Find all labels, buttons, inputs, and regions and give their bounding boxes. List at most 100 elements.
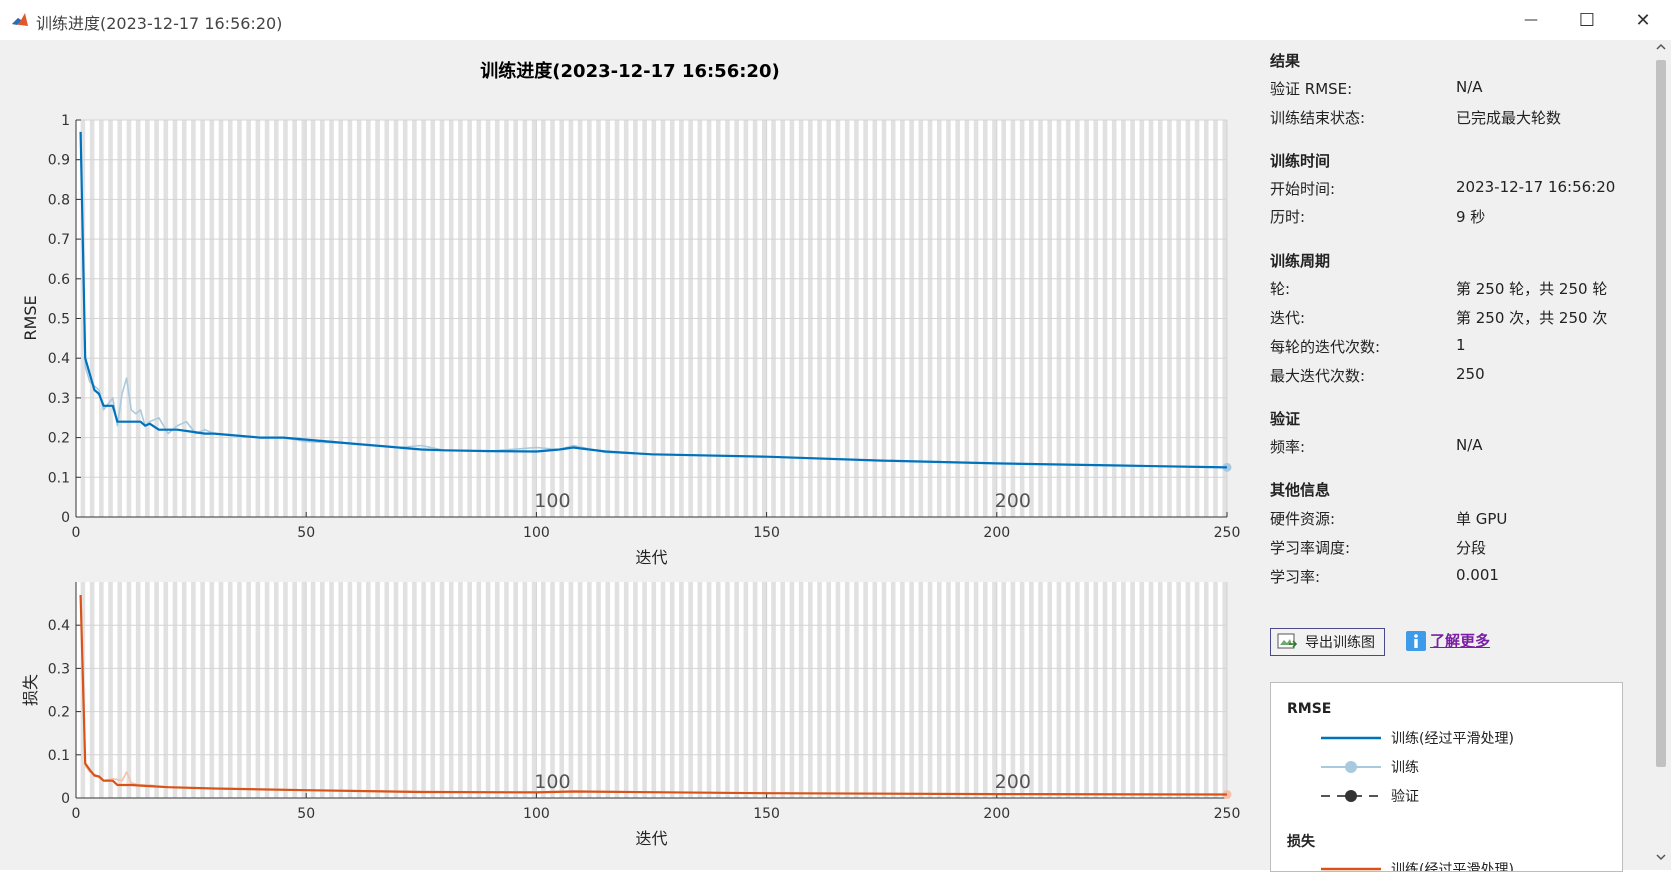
start-time-value: 2023-12-17 16:56:20 xyxy=(1456,178,1616,196)
x-tick-label: 200 xyxy=(983,806,1010,822)
epoch-stripe xyxy=(1047,582,1053,798)
epoch-stripe xyxy=(135,582,141,798)
series-line-smoothed xyxy=(79,594,1228,796)
epoch-stripe xyxy=(338,582,344,798)
x-tick-label: 200 xyxy=(983,525,1010,541)
epoch-stripe xyxy=(890,582,896,798)
time-heading: 训练时间 xyxy=(1270,152,1331,170)
epoch-stripe xyxy=(1194,582,1200,798)
legend-loss-smoothed-label: 训练(经过平滑处理) xyxy=(1391,862,1514,872)
epoch-stripe xyxy=(292,582,297,798)
epoch-stripe xyxy=(375,582,380,798)
elapsed-label: 历时: xyxy=(1270,208,1306,226)
epoch-stripe xyxy=(181,582,187,798)
epoch-stripe xyxy=(964,582,970,798)
epoch-stripe xyxy=(89,582,95,798)
minimize-button[interactable]: — xyxy=(1503,0,1559,40)
results-heading: 结果 xyxy=(1270,52,1301,70)
close-button[interactable]: ✕ xyxy=(1615,0,1671,40)
epoch-stripe xyxy=(651,582,657,798)
maximize-button[interactable]: ☐ xyxy=(1559,0,1615,40)
y-tick-label: 0.4 xyxy=(48,618,70,634)
epoch-stripe xyxy=(1010,582,1016,798)
epoch-stripe xyxy=(798,582,804,798)
epoch-stripe xyxy=(973,582,979,798)
series-line-smoothed xyxy=(79,131,1228,469)
epoch-label: 轮: xyxy=(1270,280,1291,298)
export-plot-label: 导出训练图 xyxy=(1305,635,1375,651)
x-axis-label: 迭代 xyxy=(635,548,667,567)
epoch-stripe xyxy=(393,582,399,798)
x-tick-label: 50 xyxy=(297,806,315,822)
epoch-stripe xyxy=(1102,582,1108,798)
y-tick-label: 0.1 xyxy=(48,748,70,764)
epoch-stripe xyxy=(310,582,316,798)
epoch-stripe xyxy=(522,582,528,798)
epoch-stripe xyxy=(1130,582,1135,798)
iteration-label: 迭代: xyxy=(1270,309,1306,327)
epoch-stripe xyxy=(421,582,426,798)
y-tick-label: 0.7 xyxy=(48,232,70,248)
legend-training-line-icon xyxy=(1321,761,1381,773)
y-tick-label: 0.3 xyxy=(48,391,70,407)
epoch-stripe xyxy=(200,582,205,798)
learn-more-text: 了解更多 xyxy=(1430,632,1491,650)
legend-validation-line-icon xyxy=(1321,790,1381,802)
export-image-icon xyxy=(1277,633,1297,649)
scroll-down-arrow-icon[interactable] xyxy=(1651,852,1671,866)
main-content: 训练进度(2023-12-17 16:56:20) 0 0.1 0.2 0.3 0.4 0… xyxy=(0,40,1671,872)
epoch-stripe xyxy=(780,582,786,798)
epoch-stripe xyxy=(1111,582,1117,798)
epoch-stripe xyxy=(108,582,113,798)
scroll-up-arrow-icon[interactable] xyxy=(1651,42,1671,56)
epoch-stripe xyxy=(992,582,997,798)
epoch-stripe xyxy=(273,582,279,798)
epoch-stripe xyxy=(1167,582,1172,798)
lr-schedule-label: 学习率调度: xyxy=(1270,539,1351,557)
scrollbar-thumb[interactable] xyxy=(1656,60,1666,767)
epoch-stripe xyxy=(458,582,463,798)
x-tick-label: 0 xyxy=(72,525,81,541)
epoch-stripe xyxy=(936,582,942,798)
epoch-stripe xyxy=(623,582,629,798)
close-icon: ✕ xyxy=(1635,9,1651,31)
epoch-stripe xyxy=(872,582,878,798)
epoch-stripe xyxy=(1056,582,1062,798)
legend-training-label: 训练 xyxy=(1391,760,1419,776)
epoch-annotation: 100 xyxy=(534,490,570,512)
epoch-stripe xyxy=(1185,582,1191,798)
vertical-scrollbar[interactable] xyxy=(1651,40,1671,870)
elapsed-value: 9 秒 xyxy=(1456,208,1486,226)
x-tick-label: 150 xyxy=(753,525,780,541)
matlab-logo-icon xyxy=(10,10,30,30)
y-tick-label: 0.2 xyxy=(48,431,70,447)
epoch-stripe xyxy=(771,582,776,798)
epoch-stripe xyxy=(412,582,417,798)
epoch-stripe xyxy=(439,582,445,798)
epoch-stripe xyxy=(955,582,960,798)
epoch-stripe xyxy=(660,582,666,798)
epoch-stripe xyxy=(697,582,703,798)
x-axis-label: 迭代 xyxy=(635,829,667,848)
epoch-stripe xyxy=(559,582,565,798)
max-iters-value: 250 xyxy=(1456,365,1485,383)
epoch-stripe xyxy=(448,582,454,798)
epoch-stripe xyxy=(246,582,251,798)
learn-more-link[interactable]: 了解更多 xyxy=(1406,630,1490,651)
y-tick-label: 0 xyxy=(61,510,70,526)
export-plot-button[interactable]: 导出训练图 xyxy=(1270,628,1385,656)
epoch-stripe xyxy=(1075,582,1080,798)
legend-smoothed-line-icon xyxy=(1321,736,1381,740)
y-tick-label: 0.8 xyxy=(48,192,70,208)
epoch-stripe xyxy=(863,582,868,798)
iteration-value: 第 250 次，共 250 次 xyxy=(1456,309,1608,327)
x-tick-label: 100 xyxy=(523,806,550,822)
epoch-stripe xyxy=(679,582,684,798)
epoch-stripe xyxy=(531,582,537,798)
epoch-stripe xyxy=(669,582,675,798)
epoch-stripe xyxy=(715,582,721,798)
epoch-stripe xyxy=(145,582,150,798)
frequency-value: N/A xyxy=(1456,436,1483,454)
validation-rmse-value: N/A xyxy=(1456,78,1483,96)
epoch-stripe xyxy=(688,582,693,798)
